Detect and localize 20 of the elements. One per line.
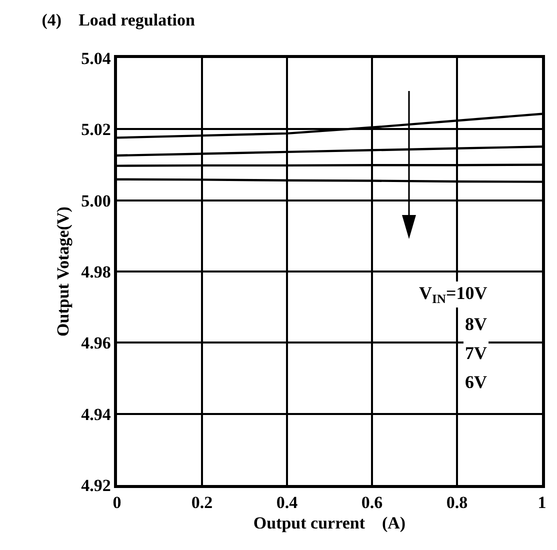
- annotation: 6V: [465, 372, 487, 392]
- x-tick-label: 1: [538, 493, 546, 512]
- y-axis-title: Output Votage(V): [54, 206, 73, 336]
- x-tick-label: 0.8: [446, 493, 468, 512]
- y-tick-label: 5.02: [81, 120, 111, 140]
- x-tick-label: 0.2: [191, 493, 213, 512]
- y-tick-label: 5.00: [81, 191, 111, 210]
- annotation: 8V: [465, 314, 487, 334]
- x-tick-label: 0: [112, 493, 122, 512]
- y-tick-label: 4.92: [81, 476, 111, 495]
- y-tick-label: 5.04: [81, 48, 112, 68]
- y-tick-label: 4.94: [81, 404, 112, 424]
- x-axis-title: Output current (A): [253, 514, 406, 533]
- chart-title: (4) Load regulation: [42, 10, 196, 30]
- annotation: 7V: [465, 343, 487, 363]
- x-tick-label: 0.6: [361, 493, 383, 512]
- y-tick-label: 4.96: [81, 334, 111, 353]
- y-tick-label: 4.98: [81, 262, 111, 282]
- annotation: V$_{IN}$=10V: [419, 283, 488, 306]
- x-tick-label: 0.4: [276, 493, 298, 512]
